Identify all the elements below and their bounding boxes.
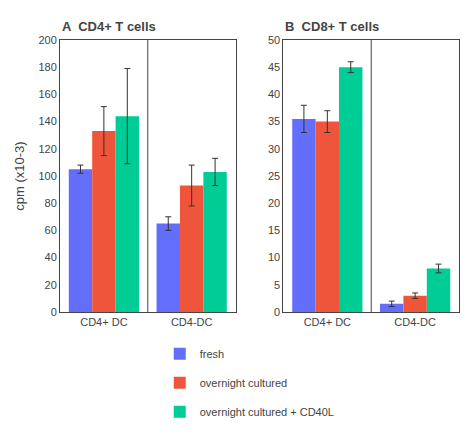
svg-text:50: 50	[268, 34, 280, 46]
svg-text:CD4+ DC: CD4+ DC	[304, 316, 351, 328]
svg-text:A CD4+ T cells: A CD4+ T cells	[62, 19, 156, 34]
svg-text:overnight cultured + CD40L: overnight cultured + CD40L	[200, 406, 334, 418]
svg-text:40: 40	[45, 251, 57, 263]
svg-text:120: 120	[38, 143, 56, 155]
svg-text:40: 40	[268, 88, 280, 100]
svg-text:80: 80	[45, 197, 57, 209]
svg-text:fresh: fresh	[200, 348, 224, 360]
svg-text:20: 20	[268, 197, 280, 209]
svg-text:140: 140	[38, 115, 56, 127]
svg-text:cpm (x10-3): cpm (x10-3)	[12, 141, 27, 210]
svg-text:60: 60	[45, 224, 57, 236]
svg-text:200: 200	[38, 34, 56, 46]
svg-text:45: 45	[268, 61, 280, 73]
svg-text:10: 10	[268, 251, 280, 263]
svg-text:20: 20	[45, 279, 57, 291]
svg-text:overnight cultured: overnight cultured	[200, 377, 287, 389]
svg-text:100: 100	[38, 170, 56, 182]
svg-text:CD4-DC: CD4-DC	[171, 316, 213, 328]
svg-text:B CD8+ T cells: B CD8+ T cells	[285, 19, 379, 34]
svg-text:35: 35	[268, 115, 280, 127]
svg-text:CD4+ DC: CD4+ DC	[80, 316, 127, 328]
svg-text:0: 0	[274, 306, 280, 318]
svg-text:25: 25	[268, 170, 280, 182]
svg-text:0: 0	[51, 306, 57, 318]
svg-text:180: 180	[38, 61, 56, 73]
svg-text:30: 30	[268, 143, 280, 155]
svg-text:CD4-DC: CD4-DC	[394, 316, 436, 328]
svg-text:15: 15	[268, 224, 280, 236]
svg-text:5: 5	[274, 279, 280, 291]
svg-text:160: 160	[38, 88, 56, 100]
